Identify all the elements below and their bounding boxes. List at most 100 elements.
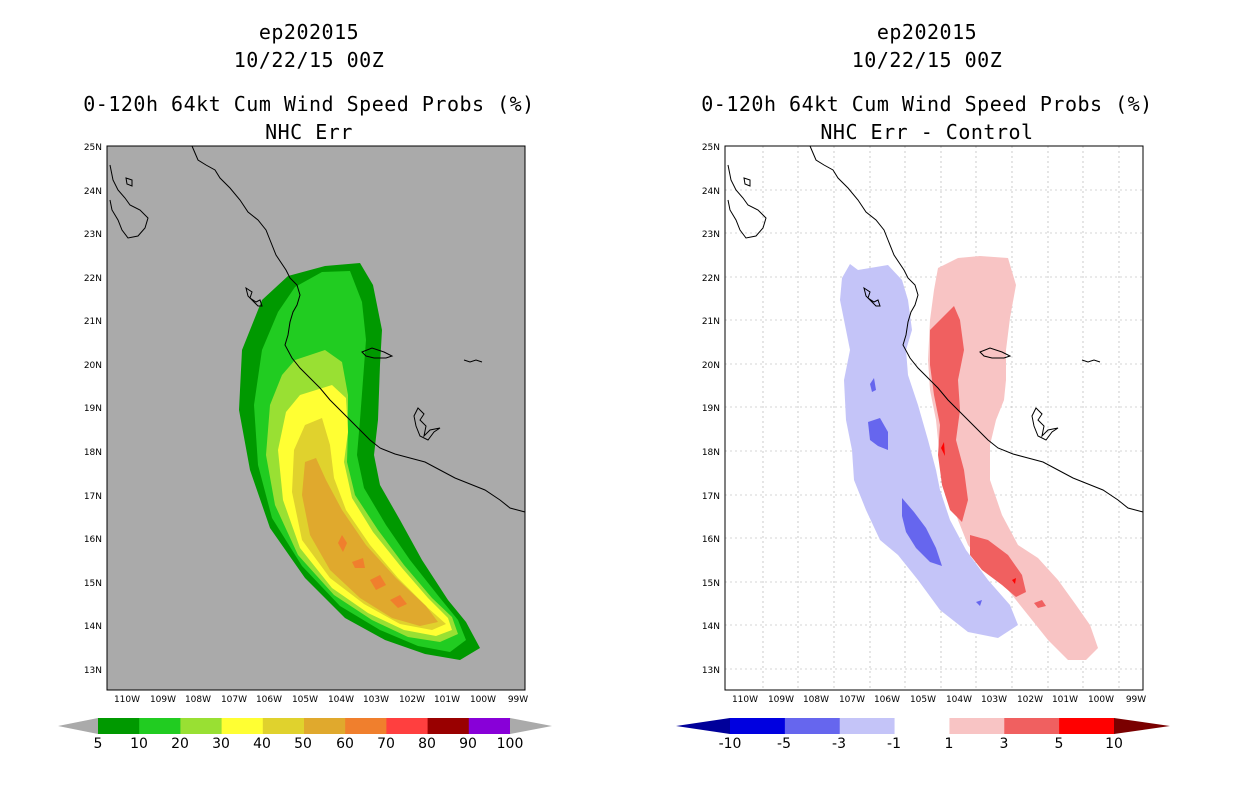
left-map: 25N 24N 23N 22N 21N 20N 19N 18N 17N 16N … (84, 143, 528, 705)
left-colorbar-swatch (386, 718, 429, 734)
left-colorbar-swatch (180, 718, 223, 734)
diff-contour-neg-3-c (902, 498, 942, 566)
left-coastline (109, 145, 526, 513)
prob-contour-60-a (338, 535, 347, 552)
prob-contour-60-d (390, 595, 407, 608)
colorbar-label: 10 (1105, 736, 1123, 752)
right-colorbar-start-arrow (676, 718, 730, 734)
lon-label: 102W (399, 695, 425, 705)
colorbar-label: 90 (459, 736, 477, 752)
left-title-subtitle: NHC Err (265, 120, 353, 144)
colorbar-label: -1 (887, 736, 901, 752)
diff-contour-pos-3-a (930, 306, 968, 522)
right-coastline (727, 145, 1144, 513)
lon-label: 101W (434, 695, 460, 705)
lon-label: 105W (292, 695, 318, 705)
lat-label: 23N (84, 230, 102, 240)
colorbar-label: 70 (377, 736, 395, 752)
right-grid (725, 146, 1143, 690)
left-colorbar-swatch (427, 718, 470, 734)
left-colorbar-swatch (221, 718, 264, 734)
lon-label: 107W (839, 695, 865, 705)
right-lat-axis: 25N 24N 23N 22N 21N 20N 19N 18N 17N 16N … (702, 143, 720, 676)
lat-label: 14N (84, 622, 102, 632)
prob-contour-60-c (370, 575, 386, 590)
lat-label: 16N (84, 535, 102, 545)
prob-contour-60-b (352, 558, 365, 568)
lat-label: 21N (84, 317, 102, 327)
lat-label: 13N (84, 666, 102, 676)
right-colorbar-swatch (784, 718, 841, 734)
lon-label: 108W (803, 695, 829, 705)
left-colorbar-swatch (468, 718, 511, 734)
diff-contour-pos-5-b (1012, 578, 1016, 584)
lon-label: 109W (150, 695, 176, 705)
colorbar-label: 40 (253, 736, 271, 752)
colorbar-label: 3 (999, 736, 1009, 752)
colorbar-label: -10 (718, 736, 742, 752)
lat-label: 24N (702, 187, 720, 197)
right-difference-contours (840, 256, 1098, 660)
right-colorbar-swatch (1059, 718, 1115, 734)
right-lon-axis: 110W 109W 108W 107W 106W 105W 104W 103W … (732, 695, 1146, 705)
lat-label: 13N (702, 666, 720, 676)
colorbar-label: 1 (944, 736, 954, 752)
lon-label: 99W (508, 695, 528, 705)
right-title-storm-id: ep202015 (876, 20, 978, 44)
lon-label: 101W (1052, 695, 1078, 705)
lon-label: 110W (114, 695, 140, 705)
diff-contour-neg-3-a (868, 418, 888, 450)
right-map: 25N 24N 23N 22N 21N 20N 19N 18N 17N 16N … (702, 143, 1146, 705)
lon-label: 105W (910, 695, 936, 705)
left-title-product: 0-120h 64kt Cum Wind Speed Probs (%) (83, 92, 535, 116)
lon-label: 109W (768, 695, 794, 705)
diff-contour-neg-3-b (870, 378, 876, 392)
colorbar-label: 50 (294, 736, 312, 752)
lat-label: 25N (702, 143, 720, 153)
lat-label: 17N (702, 492, 720, 502)
prob-contour-50 (302, 458, 438, 626)
lon-label: 106W (874, 695, 900, 705)
lat-label: 24N (84, 187, 102, 197)
colorbar-label: 10 (130, 736, 148, 752)
lat-label: 17N (84, 492, 102, 502)
right-colorbar (676, 718, 1170, 734)
right-colorbar-swatch (1004, 718, 1060, 734)
right-title-subtitle: NHC Err - Control (820, 120, 1034, 144)
right-title-datetime: 10/22/15 00Z (851, 48, 1003, 72)
diff-contour-neg-1 (840, 264, 1018, 638)
lat-label: 23N (702, 230, 720, 240)
right-map-background (725, 146, 1143, 690)
lon-label: 100W (470, 695, 496, 705)
colorbar-label: -5 (777, 736, 791, 752)
right-colorbar-swatch (730, 718, 786, 734)
left-lon-axis: 110W 109W 108W 107W 106W 105W 104W 103W … (114, 695, 528, 705)
colorbar-label: -3 (832, 736, 846, 752)
colorbar-label: 5 (1054, 736, 1064, 752)
diff-contour-pos-3-b (970, 535, 1026, 597)
right-colorbar-swatch (894, 718, 950, 734)
diff-contour-pos-1 (928, 256, 1098, 660)
lat-label: 25N (84, 143, 102, 153)
lat-label: 18N (84, 448, 102, 458)
left-colorbar-swatch (139, 718, 181, 734)
lon-label: 108W (185, 695, 211, 705)
lat-label: 18N (702, 448, 720, 458)
lat-label: 22N (84, 274, 102, 284)
lon-label: 102W (1017, 695, 1043, 705)
left-title-storm-id: ep202015 (258, 20, 360, 44)
left-colorbar-swatch (98, 718, 140, 734)
colorbar-label: 80 (418, 736, 436, 752)
left-colorbar (58, 718, 552, 734)
left-colorbar-end-arrow (510, 718, 552, 734)
left-colorbar-swatch (262, 718, 305, 734)
lon-label: 107W (221, 695, 247, 705)
lat-label: 19N (702, 404, 720, 414)
colorbar-label: 60 (336, 736, 354, 752)
lat-label: 15N (702, 579, 720, 589)
left-colorbar-swatch (345, 718, 387, 734)
lat-label: 15N (84, 579, 102, 589)
lon-label: 110W (732, 695, 758, 705)
colorbar-label: 5 (93, 736, 103, 752)
lat-label: 22N (702, 274, 720, 284)
